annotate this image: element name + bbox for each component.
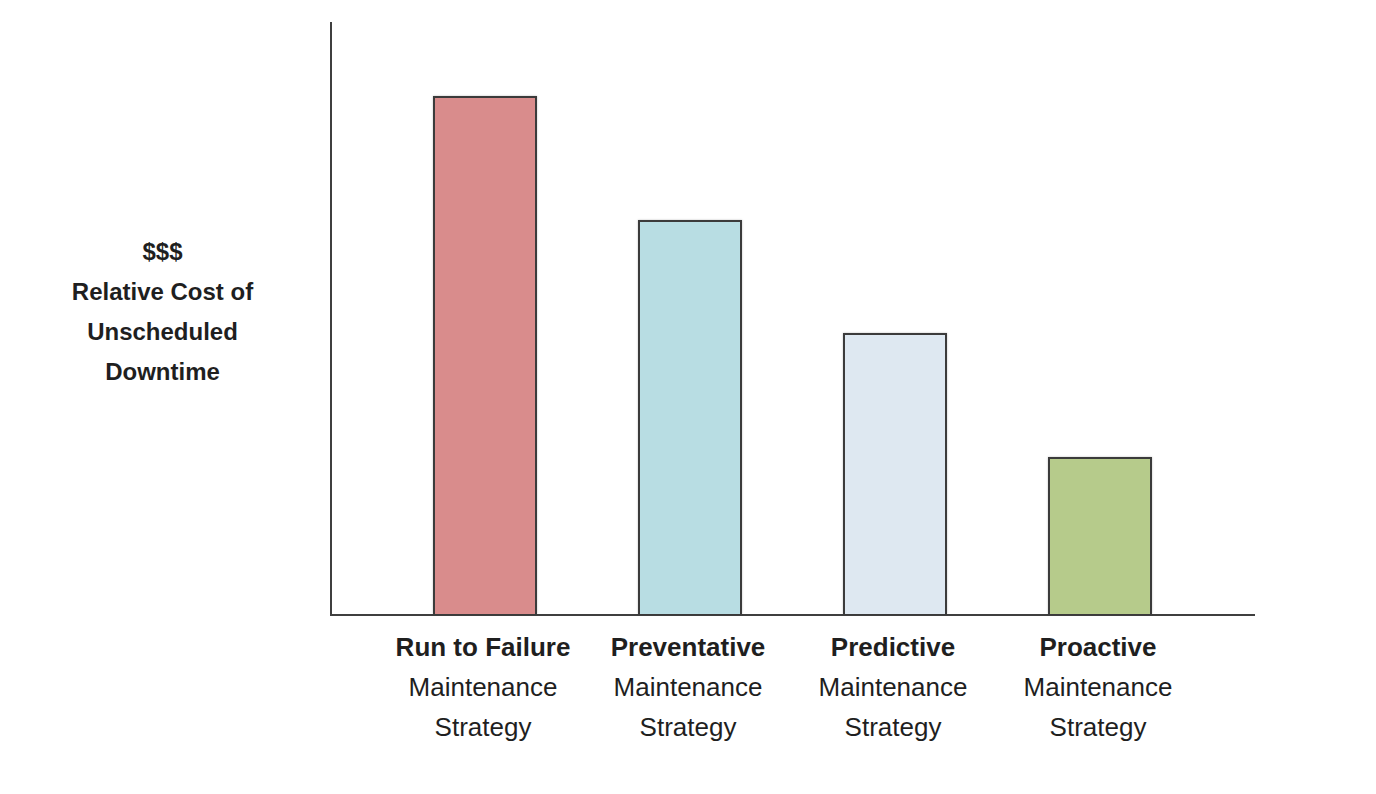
category-label-2-line-1: Preventative bbox=[583, 627, 793, 667]
category-label-1-line-3: Strategy bbox=[378, 707, 588, 747]
bar-4 bbox=[1048, 457, 1152, 614]
category-label-3-line-1: Predictive bbox=[788, 627, 998, 667]
y-axis-label-line-3: Downtime bbox=[40, 352, 285, 392]
category-label-4: ProactiveMaintenanceStrategy bbox=[993, 627, 1203, 747]
category-label-4-line-2: Maintenance bbox=[993, 667, 1203, 707]
category-label-1-line-2: Maintenance bbox=[378, 667, 588, 707]
y-axis-label-line-dollars: $$$ bbox=[40, 232, 285, 272]
category-label-2-line-3: Strategy bbox=[583, 707, 793, 747]
category-label-1: Run to FailureMaintenanceStrategy bbox=[378, 627, 588, 747]
category-label-3: PredictiveMaintenanceStrategy bbox=[788, 627, 998, 747]
category-label-1-line-1: Run to Failure bbox=[378, 627, 588, 667]
x-axis-labels: Run to FailureMaintenanceStrategyPrevent… bbox=[330, 627, 1253, 757]
plot-area bbox=[330, 22, 1255, 616]
bar-2 bbox=[638, 220, 742, 614]
category-label-3-line-3: Strategy bbox=[788, 707, 998, 747]
category-label-4-line-1: Proactive bbox=[993, 627, 1203, 667]
y-axis-label-line-2: Unscheduled bbox=[40, 312, 285, 352]
bar-3 bbox=[843, 333, 947, 614]
bar-1 bbox=[433, 96, 537, 614]
category-label-2-line-2: Maintenance bbox=[583, 667, 793, 707]
chart-canvas: $$$ Relative Cost of Unscheduled Downtim… bbox=[0, 0, 1376, 794]
category-label-2: PreventativeMaintenanceStrategy bbox=[583, 627, 793, 747]
y-axis-label: $$$ Relative Cost of Unscheduled Downtim… bbox=[40, 232, 285, 392]
category-label-4-line-3: Strategy bbox=[993, 707, 1203, 747]
category-label-3-line-2: Maintenance bbox=[788, 667, 998, 707]
y-axis-label-line-1: Relative Cost of bbox=[40, 272, 285, 312]
